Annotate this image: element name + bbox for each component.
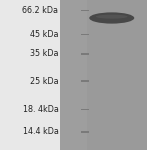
FancyBboxPatch shape bbox=[60, 0, 87, 150]
FancyBboxPatch shape bbox=[60, 0, 147, 150]
FancyBboxPatch shape bbox=[0, 0, 60, 150]
FancyBboxPatch shape bbox=[81, 33, 89, 35]
Ellipse shape bbox=[89, 12, 134, 24]
FancyBboxPatch shape bbox=[81, 80, 89, 82]
Text: 45 kDa: 45 kDa bbox=[30, 30, 58, 39]
Text: 35 kDa: 35 kDa bbox=[30, 50, 58, 58]
Text: 66.2 kDa: 66.2 kDa bbox=[22, 6, 58, 15]
Ellipse shape bbox=[96, 15, 128, 19]
Text: 14.4 kDa: 14.4 kDa bbox=[23, 128, 58, 136]
Text: 25 kDa: 25 kDa bbox=[30, 76, 58, 85]
FancyBboxPatch shape bbox=[81, 53, 89, 55]
Text: 18. 4kDa: 18. 4kDa bbox=[23, 105, 58, 114]
FancyBboxPatch shape bbox=[81, 9, 89, 11]
FancyBboxPatch shape bbox=[81, 109, 89, 110]
FancyBboxPatch shape bbox=[81, 131, 89, 133]
